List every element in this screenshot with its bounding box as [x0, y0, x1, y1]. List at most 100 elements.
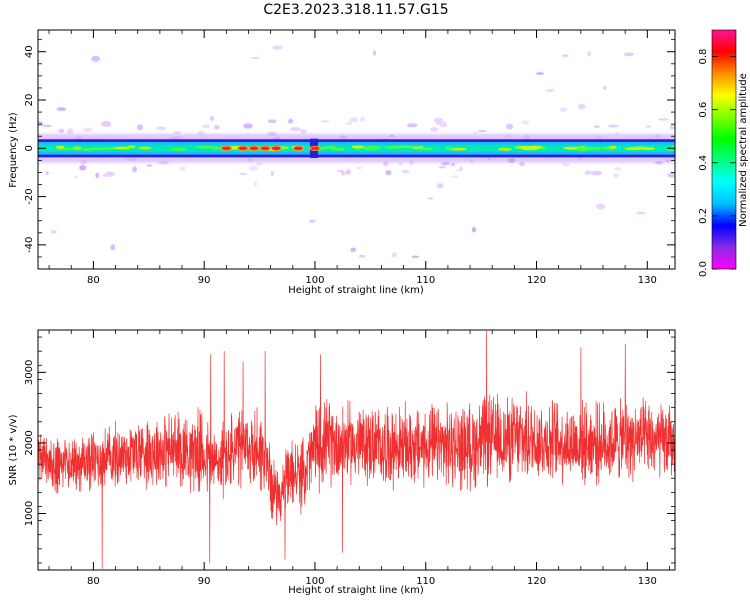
- band-streak: [88, 147, 108, 151]
- snr-y-axis-label: SNR (10 * v/v): [8, 414, 19, 485]
- snr-x-axis-label: Height of straight line (km): [288, 585, 424, 596]
- noise-blob: [667, 172, 675, 178]
- noise-blob: [137, 124, 143, 131]
- noise-blob: [471, 226, 477, 233]
- noise-blob: [349, 117, 359, 123]
- noise-blob: [438, 165, 446, 169]
- y-tick-label: 1000: [24, 501, 35, 526]
- noise-blob: [288, 118, 294, 124]
- colorbar-tick-label: 0.8: [698, 49, 709, 65]
- noise-blob: [243, 123, 253, 129]
- noise-blob: [385, 170, 392, 176]
- band-streak: [72, 146, 81, 150]
- band-streak: [448, 147, 468, 151]
- noise-blob: [669, 124, 675, 130]
- noise-blob: [320, 120, 330, 123]
- colorbar-gradient: [712, 30, 736, 269]
- noise-blob: [42, 124, 52, 128]
- x-tick-label: 90: [198, 275, 211, 286]
- noise-blob: [435, 121, 441, 125]
- snr-y-ticks: 1000 2000 3000: [24, 336, 675, 564]
- noise-blob: [239, 172, 247, 175]
- colorbar-tick-label: 0.0: [698, 261, 709, 277]
- noise-blob: [450, 162, 456, 167]
- hot-spot: [310, 146, 320, 151]
- noise-blob: [562, 162, 571, 167]
- heatmap-marks: [38, 45, 675, 258]
- noise-blob: [173, 131, 182, 135]
- noise-blob: [38, 121, 44, 127]
- x-tick-label: 130: [638, 275, 657, 286]
- noise-blob: [250, 57, 260, 60]
- hot-spot: [271, 146, 281, 151]
- band-streak: [417, 147, 434, 151]
- noise-blob: [623, 52, 634, 57]
- noise-blob: [411, 255, 420, 258]
- noise-blob: [473, 131, 478, 135]
- noise-blob: [355, 166, 363, 170]
- band-streak: [195, 145, 216, 149]
- colorbar: 0.0 0.2 0.4 0.6 0.8 Normalized spectral ampl…: [698, 29, 749, 277]
- noise-blob: [436, 183, 444, 189]
- noise-blob: [272, 45, 283, 50]
- noise-blob: [636, 211, 646, 215]
- x-tick-label: 90: [198, 576, 211, 587]
- noise-blob: [430, 127, 439, 132]
- heatmap-y-axis-label: Frequency (Hz): [8, 112, 19, 188]
- band-streak: [521, 147, 539, 151]
- band-streak: [497, 147, 512, 151]
- heatmap-y-ticks: -40 -20 0 20 40: [24, 39, 675, 270]
- noise-blob: [546, 89, 555, 92]
- x-tick-label: 100: [305, 275, 324, 286]
- noise-blob: [591, 170, 602, 176]
- noise-blob: [95, 172, 100, 178]
- snr-marks: [38, 331, 675, 569]
- hot-spot: [249, 146, 259, 151]
- band-streak: [362, 146, 382, 149]
- noise-blob: [345, 169, 351, 175]
- band-streak: [640, 147, 656, 151]
- noise-blob: [535, 72, 545, 75]
- x-tick-label: 100: [305, 576, 324, 587]
- snr-panel: 80 90 100 110 120 130 1000 2000 3000 Height of …: [8, 329, 676, 596]
- colorbar-tick-label: 0.6: [698, 102, 709, 118]
- noise-blob: [107, 172, 116, 176]
- noise-blob: [56, 107, 67, 111]
- noise-blob: [346, 121, 353, 125]
- band-streak: [55, 145, 65, 149]
- noise-blob: [584, 170, 592, 176]
- noise-blob: [66, 128, 74, 135]
- band-streak: [138, 146, 152, 150]
- figure-title: C2E3.2023.318.11.57.G15: [263, 2, 448, 18]
- heatmap-frame: [37, 29, 676, 270]
- noise-blob: [132, 166, 138, 173]
- noise-blob: [255, 162, 263, 166]
- y-tick-label: 0: [24, 145, 35, 151]
- noise-blob: [110, 244, 116, 251]
- noise-blob: [613, 173, 619, 179]
- snr-x-ticks: 80 90 100 110 120 130: [48, 330, 670, 587]
- hot-spot: [260, 146, 270, 151]
- colorbar-frame: [711, 29, 737, 270]
- hot-spot: [238, 146, 248, 151]
- noise-blob: [406, 123, 418, 128]
- noise-blob: [146, 164, 153, 167]
- noise-blob: [155, 126, 167, 131]
- noise-blob: [391, 252, 397, 258]
- y-tick-label: 40: [24, 45, 35, 58]
- noise-blob: [253, 181, 257, 187]
- noise-blob: [439, 121, 448, 128]
- band-streak: [575, 148, 590, 152]
- noise-blob: [82, 127, 93, 133]
- x-tick-label: 110: [416, 275, 435, 286]
- y-tick-label: -20: [24, 188, 35, 204]
- heatmap-x-axis-label: Height of straight line (km): [288, 285, 424, 296]
- colorbar-label: Normalized spectral amplitude: [738, 73, 749, 227]
- noise-blob: [202, 124, 211, 129]
- colorbar-ticks: 0.0 0.2 0.4 0.6 0.8: [698, 49, 736, 277]
- noise-blob: [79, 165, 87, 171]
- y-tick-label: 3000: [24, 360, 35, 385]
- noise-blob: [398, 161, 403, 166]
- hot-spot: [293, 146, 303, 151]
